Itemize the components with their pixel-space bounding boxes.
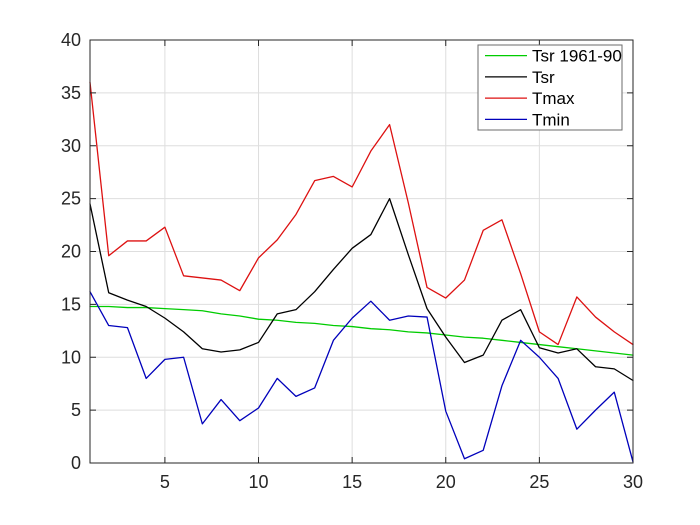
legend-entry-label: Tsr xyxy=(532,68,555,87)
x-tick-label: 5 xyxy=(160,472,170,492)
tick-marks xyxy=(90,39,634,464)
tick-labels: 0 5 10 15 20 25 30 35 40 5 10 15 20 25 30 xyxy=(61,30,643,492)
series-line-tmax xyxy=(89,81,634,346)
legend-entry-label: Tmax xyxy=(532,89,575,108)
series-line-tsr xyxy=(89,197,634,382)
y-tick-label: 20 xyxy=(61,242,81,262)
legend-entry-label: Tmin xyxy=(532,110,570,129)
y-tick-label: 40 xyxy=(61,30,81,50)
y-tick-label: 35 xyxy=(61,83,81,103)
y-tick-label: 0 xyxy=(71,453,81,473)
legend: Tsr 1961-90 Tsr Tmax Tmin xyxy=(477,44,623,131)
y-tick-label: 5 xyxy=(71,400,81,420)
x-tick-label: 15 xyxy=(342,472,362,492)
series-lines xyxy=(89,81,634,463)
y-tick-label: 15 xyxy=(61,294,81,314)
y-tick-label: 10 xyxy=(61,347,81,367)
legend-box xyxy=(477,44,623,131)
series-line-tsr-1961-90 xyxy=(89,305,634,356)
x-tick-label: 20 xyxy=(436,472,456,492)
x-tick-label: 25 xyxy=(529,472,549,492)
series-line-tmin xyxy=(89,291,634,463)
x-tick-label: 30 xyxy=(623,472,643,492)
y-tick-label: 25 xyxy=(61,189,81,209)
x-tick-label: 10 xyxy=(249,472,269,492)
legend-entry-label: Tsr 1961-90 xyxy=(532,47,622,66)
y-tick-label: 30 xyxy=(61,136,81,156)
